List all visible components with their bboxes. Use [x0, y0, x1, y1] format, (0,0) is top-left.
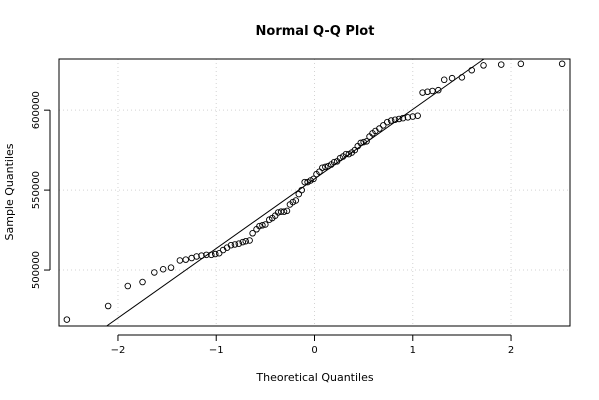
data-point [159, 265, 167, 273]
data-point [208, 251, 215, 259]
data-point [104, 302, 112, 310]
data-point [363, 138, 370, 145]
data-point [151, 269, 158, 276]
data-point [259, 222, 266, 229]
chart-title: Normal Q-Q Plot [256, 24, 375, 39]
data-point [414, 112, 421, 120]
data-point [211, 250, 219, 258]
data-point [404, 114, 412, 121]
data-point [387, 117, 395, 124]
data-point [357, 139, 364, 147]
data-point [360, 138, 367, 146]
x-tick-label: 1 [410, 345, 416, 356]
data-point [280, 208, 288, 215]
data-point [182, 256, 190, 263]
data-point [395, 115, 403, 123]
data-point [497, 61, 505, 68]
data-point [124, 282, 132, 290]
data-point [167, 264, 175, 271]
data-point [330, 158, 338, 166]
data-point [249, 230, 256, 237]
data-point [139, 278, 146, 286]
data-point [63, 316, 71, 323]
data-point [558, 60, 566, 68]
data-point [239, 238, 247, 246]
data-point [301, 178, 308, 186]
data-point [203, 251, 210, 259]
data-point [235, 240, 243, 247]
data-point [319, 164, 326, 171]
data-point [231, 241, 239, 248]
x-tick-label: 2 [508, 345, 514, 356]
x-tick-label: −2 [111, 345, 126, 356]
plot-frame [58, 58, 571, 327]
data-point [448, 74, 456, 82]
data-point [391, 116, 399, 124]
data-point [256, 222, 263, 230]
data-point [380, 122, 387, 129]
data-point [517, 60, 525, 68]
data-point [176, 257, 184, 264]
data-point [298, 186, 305, 194]
reference-line [106, 58, 485, 327]
reference-line-group [106, 58, 485, 327]
x-axis-title: Theoretical Quantiles [255, 371, 373, 384]
data-point [480, 62, 487, 69]
y-tick-label: 500000 [31, 251, 42, 289]
data-point [292, 197, 300, 204]
axes: −2 −1 0 1 2 500000 550000 600000 [31, 91, 514, 356]
data-points [63, 60, 566, 323]
data-point [440, 76, 448, 84]
data-point [322, 163, 329, 171]
data-point [193, 253, 200, 260]
data-point [295, 190, 303, 198]
data-point [342, 150, 350, 158]
data-point [246, 237, 253, 244]
data-point [458, 74, 466, 81]
data-point [435, 86, 442, 94]
data-point [409, 113, 417, 120]
gridlines [59, 59, 570, 326]
data-point [215, 250, 223, 257]
y-tick-label: 600000 [31, 91, 42, 129]
data-point [310, 175, 317, 183]
data-point [468, 66, 475, 74]
x-tick-label: −1 [209, 345, 224, 356]
x-tick-label: 0 [311, 345, 317, 356]
data-point [424, 88, 431, 96]
data-point [242, 238, 249, 245]
data-point [383, 118, 391, 126]
y-axis-title: Sample Quantiles [3, 143, 16, 240]
y-tick-label: 550000 [31, 171, 42, 209]
data-point [262, 221, 269, 228]
data-point [227, 242, 235, 249]
data-point [399, 114, 407, 122]
data-point [198, 252, 205, 259]
data-point [419, 89, 426, 96]
data-point [376, 125, 383, 132]
data-point [283, 207, 291, 215]
